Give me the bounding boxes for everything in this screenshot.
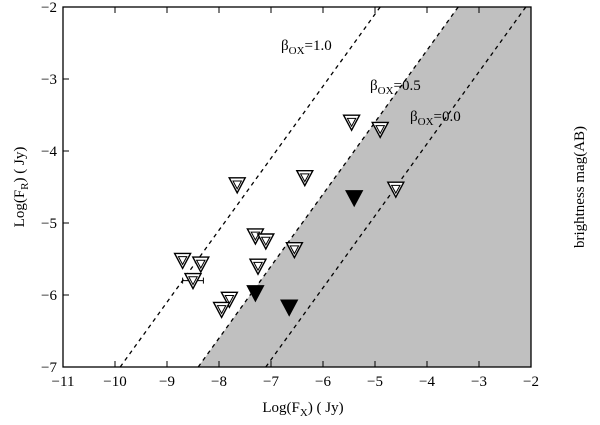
open-triangle-point-2-inner [177, 256, 188, 266]
filled-triangle-point-2 [280, 299, 299, 317]
x-tick-label-7: −5 [367, 374, 383, 390]
open-triangle-point-9 [212, 301, 231, 319]
y-tick-label-5: −3 [41, 72, 57, 88]
beta-line-1 [119, 7, 381, 367]
open-triangle-point-4 [183, 272, 203, 291]
x-tick-label-9: −3 [471, 374, 487, 390]
open-triangle-point-14 [386, 181, 405, 199]
x-tick-label-5: −7 [263, 374, 279, 390]
x-tick-label-3: −9 [159, 374, 175, 390]
axis-labels: Log(FX) ( Jy) Log(FR) ( Jy) brightness m… [12, 126, 588, 419]
filled-triangle-point-2-shape [280, 299, 299, 317]
open-triangle-point-1-inner [232, 180, 243, 190]
open-triangle-point-12 [342, 114, 361, 132]
beta-line-label-3: βOX=0.0 [410, 109, 461, 128]
open-triangle-point-9-inner [216, 305, 227, 315]
open-triangle-point-8-inner [224, 295, 235, 305]
x-tick-label-1: −11 [52, 374, 75, 390]
axes: −11−10−9−8−7−6−5−4−3−2−7−6−5−4−3−2141618… [41, 0, 539, 390]
filled-triangle-point-1-shape [246, 285, 265, 303]
open-triangle-point-12-inner [346, 117, 357, 128]
open-triangle-point-14-inner [390, 184, 401, 195]
beta-line-3 [265, 7, 527, 367]
x-tick-label-8: −4 [419, 374, 435, 390]
open-triangle-point-5-inner [250, 231, 261, 242]
y-tick-label-4: −4 [41, 144, 57, 160]
open-triangle-point-3-inner [195, 259, 206, 270]
plot-area: βOX=1.0 βOX=0.5 βOX=0.0 [119, 7, 531, 367]
open-triangle-point-10-inner [299, 173, 310, 183]
filled-triangle-point-3 [345, 190, 364, 208]
y-tick-label-3: −5 [41, 216, 57, 232]
open-triangle-point-13 [371, 121, 390, 139]
x-axis-label: Log(FX) ( Jy) [262, 400, 343, 419]
y-axis-label: Log(FR) ( Jy) [12, 147, 31, 228]
x-tick-label-4: −8 [211, 374, 227, 390]
open-triangle-point-6 [256, 233, 275, 251]
x-tick-label-6: −6 [315, 374, 331, 390]
y-tick-label-6: −2 [41, 0, 57, 16]
open-triangle-point-6-inner [260, 236, 271, 247]
x-tick-label-10: −2 [523, 374, 539, 390]
filled-triangle-point-1 [246, 285, 265, 303]
open-triangle-point-4-inner [187, 276, 199, 286]
open-triangle-point-2 [173, 252, 192, 270]
beta-line-label-1: βOX=1.0 [281, 38, 332, 57]
x-tick-label-2: −10 [103, 374, 126, 390]
filled-triangle-point-3-shape [345, 190, 364, 208]
open-triangle-point-7-inner [252, 261, 264, 272]
y-tick-label-1: −7 [41, 360, 57, 376]
open-triangle-point-10 [295, 169, 314, 188]
open-triangle-point-7 [248, 258, 268, 276]
plot-inner [119, 7, 531, 367]
y-tick-label-2: −6 [41, 288, 57, 304]
shaded-region [198, 7, 531, 367]
open-triangle-point-1 [228, 177, 247, 195]
y2-axis-label: brightness mag(AB) [572, 126, 588, 248]
open-triangle-point-13-inner [375, 125, 386, 135]
beta-line-label-2: βOX=0.5 [370, 78, 421, 97]
beta-line-2 [197, 7, 459, 367]
plot-frame [62, 6, 532, 368]
open-triangle-point-11-inner [289, 245, 300, 255]
open-triangle-point-11 [285, 241, 304, 260]
open-triangle-point-8 [220, 291, 239, 309]
open-triangle-point-3 [191, 256, 210, 274]
